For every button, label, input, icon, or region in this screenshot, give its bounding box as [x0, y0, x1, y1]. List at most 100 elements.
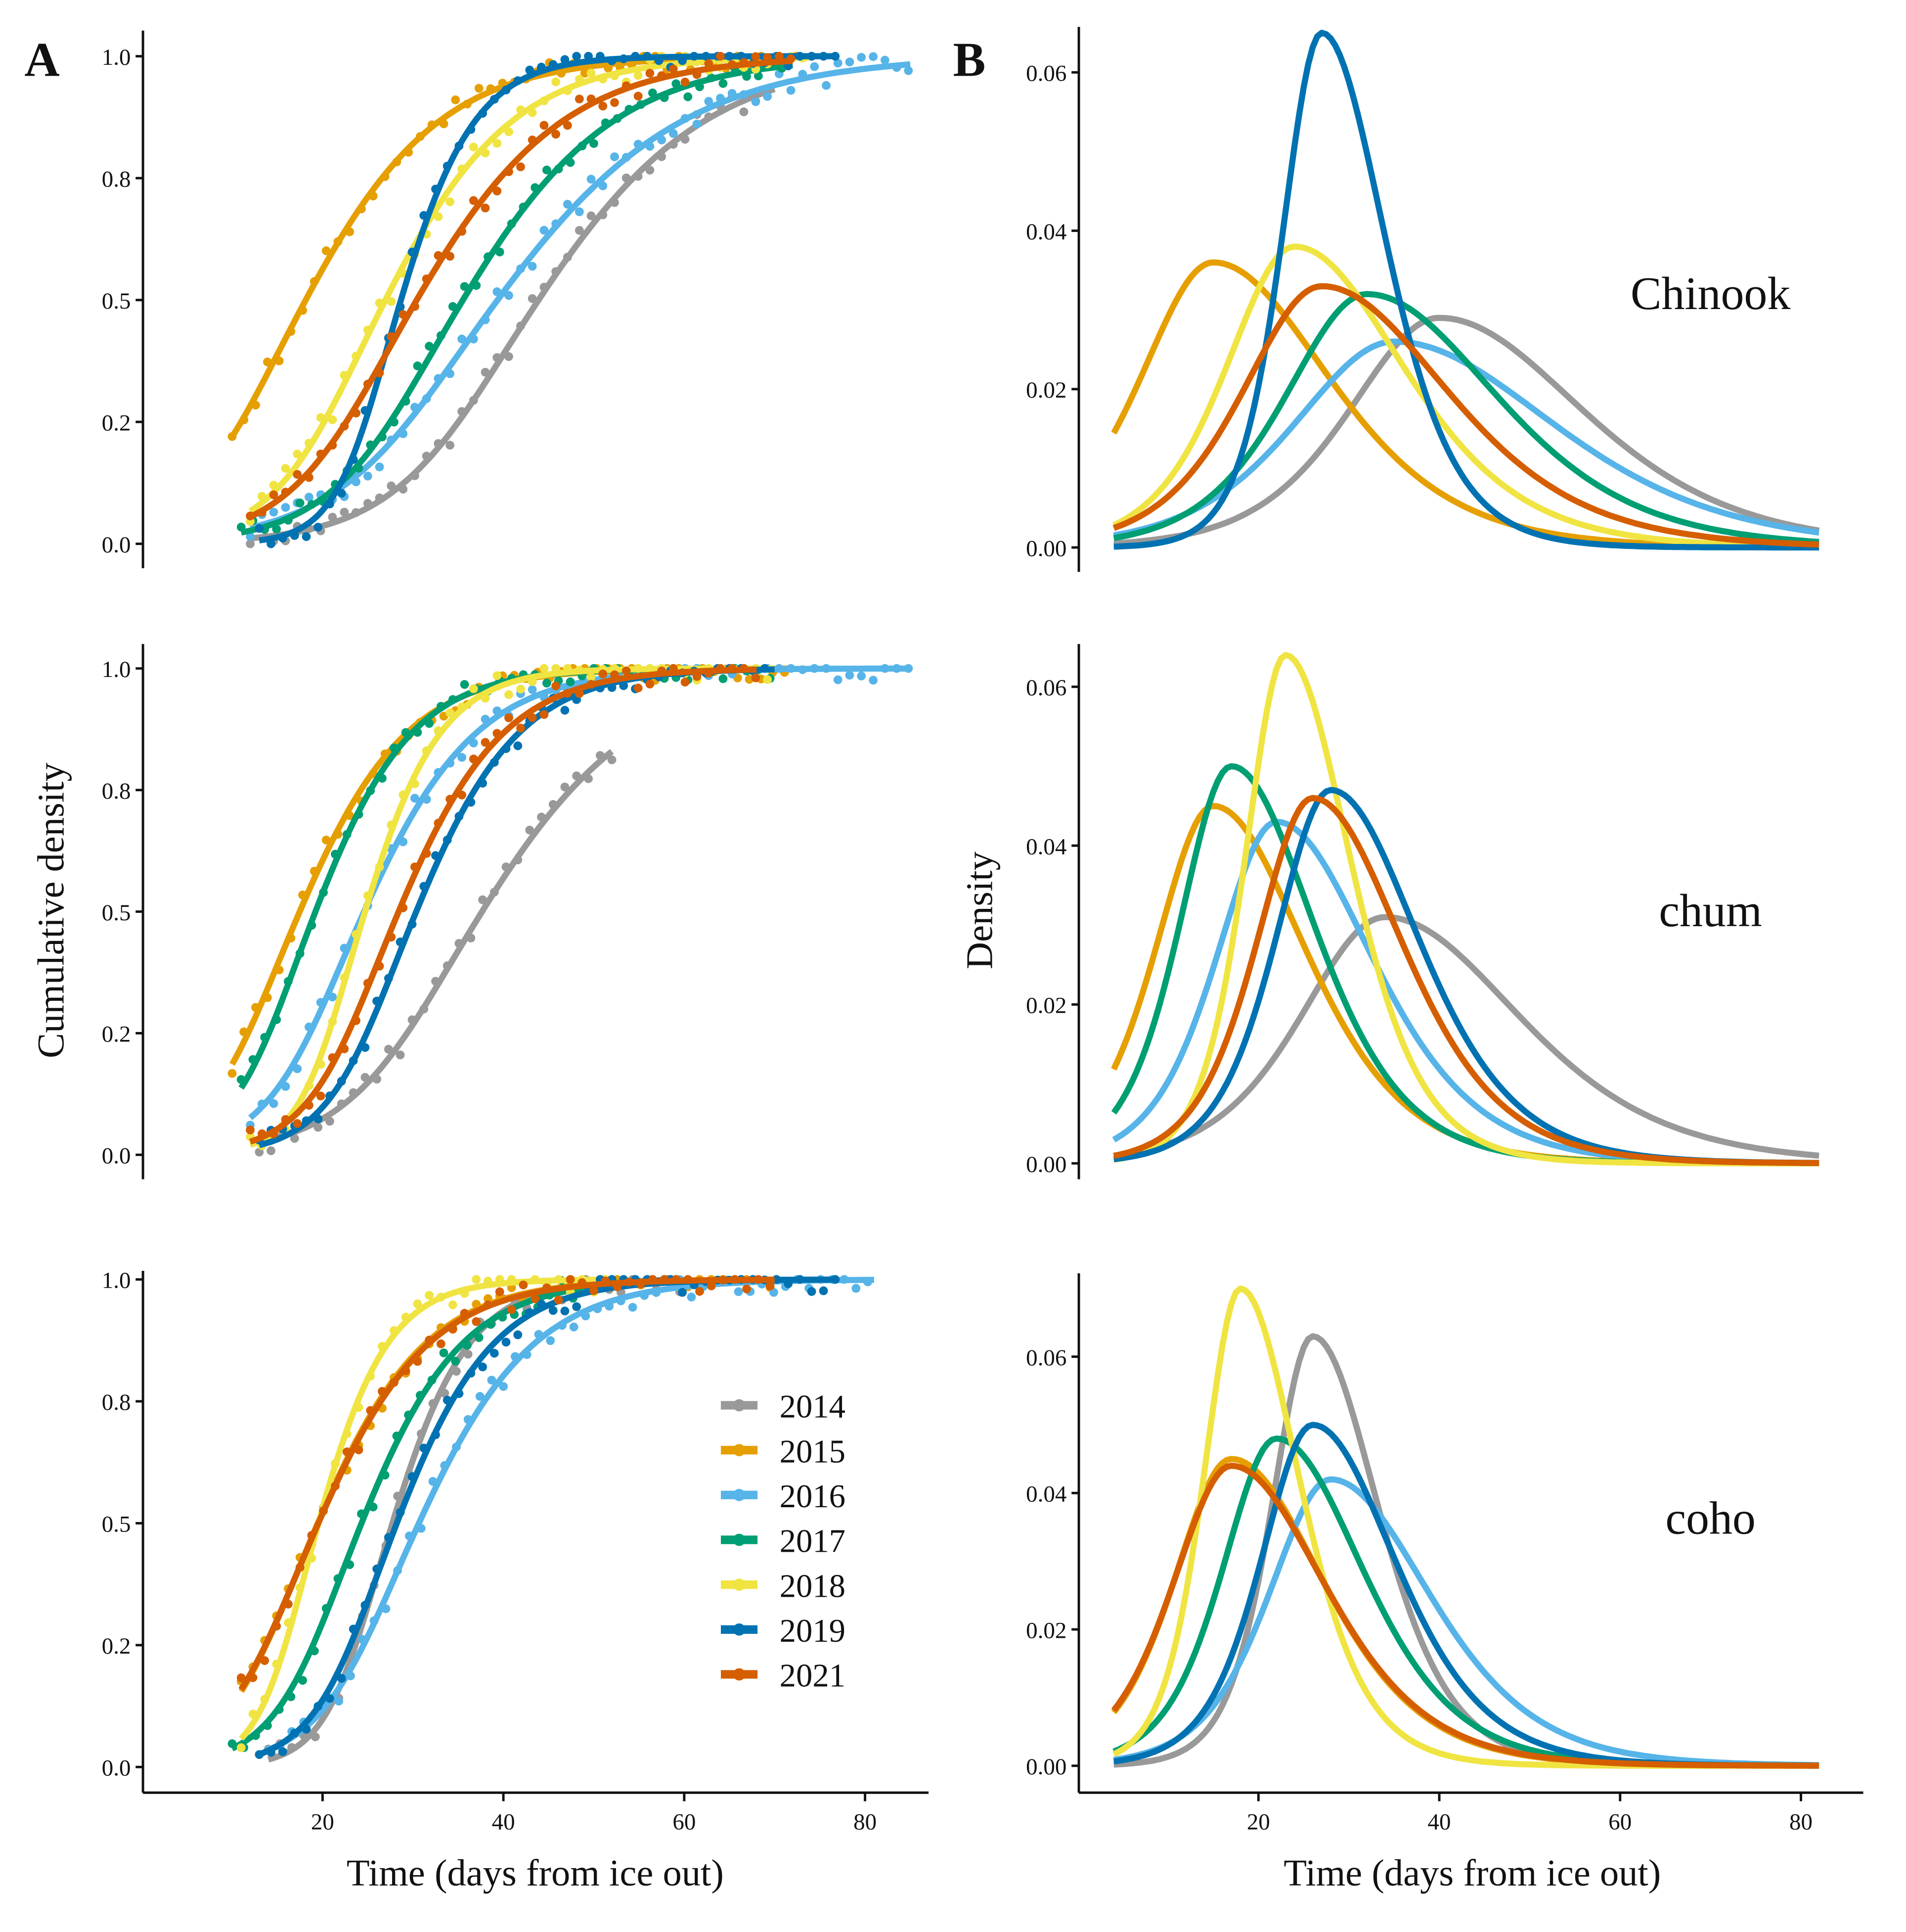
observed-point-2017	[439, 1348, 448, 1357]
observed-point-2014	[290, 1134, 299, 1143]
observed-point-2018	[492, 139, 502, 148]
observed-point-2021	[645, 69, 655, 78]
panel-letter-a: A	[24, 33, 59, 87]
observed-point-2019	[560, 1306, 570, 1316]
observed-point-2021	[531, 1294, 540, 1303]
observed-point-2014	[575, 225, 584, 235]
legend-label-2019: 2019	[780, 1613, 845, 1649]
observed-point-2021	[269, 490, 278, 499]
cdf-curve-chinook-2021	[249, 57, 793, 520]
observed-point-2016	[822, 81, 831, 90]
observed-point-2016	[528, 262, 537, 271]
observed-point-2016	[305, 493, 313, 502]
observed-point-2019	[513, 741, 523, 751]
legend-label-2014: 2014	[780, 1389, 845, 1425]
observed-point-2016	[539, 225, 549, 235]
y-tick-label: 0.00	[1026, 536, 1066, 561]
y-tick-label: 0.5	[102, 288, 131, 314]
observed-point-2021	[668, 64, 678, 74]
observed-point-2016	[363, 471, 372, 481]
density-curve-chum-2019	[1113, 787, 1819, 1167]
observed-point-2021	[516, 162, 525, 172]
observed-point-2018	[236, 1743, 246, 1752]
density-curve-chum-2016	[1112, 818, 1819, 1167]
observed-point-2021	[610, 98, 619, 107]
observed-point-2015	[580, 69, 589, 78]
observed-point-2017	[451, 1356, 460, 1366]
observed-point-2015	[451, 95, 460, 104]
density-curve-chinook-2021	[1112, 283, 1819, 548]
observed-point-2021	[566, 1275, 575, 1284]
observed-point-2021	[598, 101, 608, 111]
observed-point-2021	[680, 677, 690, 687]
observed-point-2021	[516, 723, 525, 733]
observed-point-2016	[810, 62, 819, 71]
observed-point-2016	[904, 66, 913, 75]
density-curve-chinook-2014	[1113, 315, 1820, 547]
observed-point-2016	[610, 152, 619, 161]
cdf-curve-coho-2021	[238, 1276, 775, 1691]
observed-point-2014	[445, 441, 455, 450]
y-tick-label: 0.02	[1026, 377, 1066, 403]
observed-point-2018	[281, 464, 290, 473]
observed-point-2021	[633, 91, 643, 101]
observed-point-2016	[628, 1303, 637, 1312]
observed-point-2017	[295, 498, 305, 508]
observed-point-2016	[857, 672, 866, 680]
observed-point-2016	[857, 53, 866, 62]
observed-point-2016	[334, 1697, 344, 1706]
observed-point-2021	[680, 77, 690, 87]
observed-point-2014	[586, 211, 596, 221]
observed-point-2019	[819, 1286, 828, 1296]
observed-point-2014	[340, 507, 349, 517]
density-curve-coho-2021	[1111, 1463, 1819, 1769]
legend-marker-2016	[733, 1488, 746, 1501]
observed-point-2021	[260, 1656, 269, 1665]
observed-point-2017	[566, 677, 575, 686]
observed-point-2018	[472, 1275, 481, 1284]
observed-point-2016	[880, 55, 889, 65]
observed-point-2018	[516, 684, 525, 694]
observed-point-2018	[448, 1300, 457, 1309]
y-tick-label: 0.0	[102, 1143, 131, 1169]
observed-point-2017	[754, 71, 763, 81]
observed-point-2018	[328, 415, 337, 424]
observed-point-2016	[546, 1336, 555, 1346]
observed-point-2021	[436, 1339, 445, 1348]
observed-point-2017	[460, 680, 469, 689]
y-tick-label: 0.04	[1026, 219, 1066, 245]
observed-point-2016	[457, 753, 466, 762]
observed-point-2021	[481, 738, 490, 747]
observed-point-2016	[845, 671, 854, 680]
y-tick-label: 0.04	[1026, 834, 1066, 859]
observed-point-2016	[769, 1288, 778, 1297]
observed-point-2021	[539, 121, 549, 130]
observed-point-2016	[687, 1293, 696, 1302]
observed-point-2021	[765, 1281, 775, 1291]
observed-point-2021	[751, 52, 760, 61]
observed-point-2019	[513, 1330, 523, 1340]
observed-point-2021	[519, 1280, 528, 1290]
observed-point-2019	[572, 51, 581, 61]
y-tick-label: 0.06	[1026, 675, 1066, 701]
density-curve-chum-2014	[1113, 914, 1819, 1159]
cdf-curve-chinook-2017	[240, 62, 793, 536]
observed-point-2021	[645, 679, 655, 689]
observed-point-2021	[495, 1287, 504, 1297]
observed-point-2021	[481, 203, 490, 213]
observed-point-2021	[316, 1091, 325, 1101]
observed-point-2019	[478, 1362, 488, 1372]
observed-point-2016	[375, 462, 384, 472]
y-tick-label: 0.00	[1026, 1754, 1066, 1780]
observed-point-2014	[396, 1050, 405, 1060]
observed-point-2016	[734, 1287, 743, 1296]
x-tick-label: 80	[1789, 1809, 1813, 1835]
y-tick-label: 0.02	[1026, 993, 1066, 1019]
observed-point-2019	[302, 532, 311, 541]
observed-point-2018	[586, 673, 596, 681]
y-tick-label: 0.8	[102, 167, 131, 192]
y-tick-label: 0.02	[1026, 1617, 1066, 1643]
observed-point-2019	[313, 523, 323, 532]
observed-point-2021	[551, 681, 561, 691]
